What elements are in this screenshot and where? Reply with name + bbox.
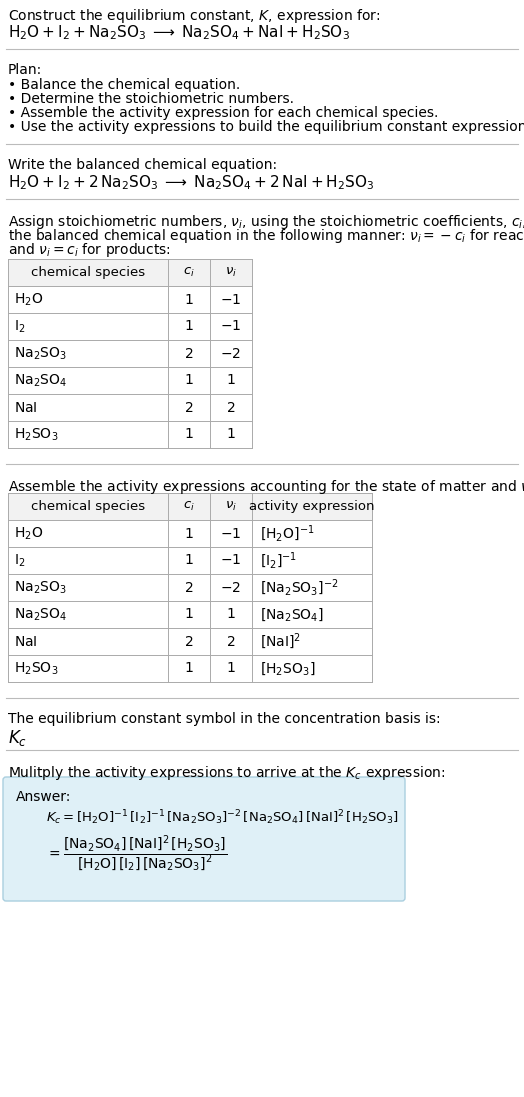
Text: $= \dfrac{[\mathrm{Na_2SO_4}]\,[\mathrm{NaI}]^2\,[\mathrm{H_2SO_3}]}{[\mathrm{H_: $= \dfrac{[\mathrm{Na_2SO_4}]\,[\mathrm{…	[46, 834, 227, 874]
Text: $[\mathrm{Na_2SO_3}]^{-2}$: $[\mathrm{Na_2SO_3}]^{-2}$	[260, 577, 339, 598]
Text: • Balance the chemical equation.: • Balance the chemical equation.	[8, 78, 240, 92]
Text: $2$: $2$	[226, 634, 236, 648]
Text: Assign stoichiometric numbers, $\nu_i$, using the stoichiometric coefficients, $: Assign stoichiometric numbers, $\nu_i$, …	[8, 213, 524, 231]
Text: $c_i$: $c_i$	[183, 500, 195, 513]
Text: $\mathrm{Na_2SO_4}$: $\mathrm{Na_2SO_4}$	[14, 607, 67, 623]
Text: $\mathrm{H_2O}$: $\mathrm{H_2O}$	[14, 292, 43, 307]
Text: $\nu_i$: $\nu_i$	[225, 265, 237, 279]
Text: chemical species: chemical species	[31, 500, 145, 513]
Text: • Assemble the activity expression for each chemical species.: • Assemble the activity expression for e…	[8, 106, 439, 120]
Text: $c_i$: $c_i$	[183, 265, 195, 279]
Text: 1: 1	[184, 319, 193, 333]
Text: $1$: $1$	[226, 608, 236, 622]
Text: 1: 1	[184, 293, 193, 306]
Text: activity expression: activity expression	[249, 500, 375, 513]
Text: $\mathrm{I_2}$: $\mathrm{I_2}$	[14, 552, 26, 568]
Text: $\mathrm{H_2O + I_2 + 2\,Na_2SO_3 \;\longrightarrow\; Na_2SO_4 + 2\,NaI + H_2SO_: $\mathrm{H_2O + I_2 + 2\,Na_2SO_3 \;\lon…	[8, 173, 374, 192]
Bar	[8, 493, 372, 520]
Text: $K_c$: $K_c$	[8, 728, 27, 748]
Text: $\mathrm{NaI}$: $\mathrm{NaI}$	[14, 400, 38, 415]
Text: $[\mathrm{H_2SO_3}]$: $[\mathrm{H_2SO_3}]$	[260, 660, 315, 677]
Text: $\mathrm{Na_2SO_3}$: $\mathrm{Na_2SO_3}$	[14, 346, 67, 362]
Text: 1: 1	[184, 428, 193, 441]
Text: 2: 2	[184, 634, 193, 648]
Text: $\mathrm{H_2O}$: $\mathrm{H_2O}$	[14, 525, 43, 542]
Text: Assemble the activity expressions accounting for the state of matter and $\nu_i$: Assemble the activity expressions accoun…	[8, 478, 524, 496]
Text: 1: 1	[184, 527, 193, 541]
Text: chemical species: chemical species	[31, 265, 145, 279]
Text: $\mathrm{NaI}$: $\mathrm{NaI}$	[14, 634, 38, 648]
Text: 1: 1	[184, 373, 193, 387]
Text: $\nu_i$: $\nu_i$	[225, 500, 237, 513]
Text: 1: 1	[184, 661, 193, 676]
Text: $2$: $2$	[226, 400, 236, 415]
Text: Write the balanced chemical equation:: Write the balanced chemical equation:	[8, 158, 277, 172]
Text: Plan:: Plan:	[8, 63, 42, 77]
Bar	[8, 259, 252, 286]
Text: $-2$: $-2$	[221, 580, 242, 595]
Text: $K_c = [\mathrm{H_2O}]^{-1}\,[\mathrm{I_2}]^{-1}\,[\mathrm{Na_2SO_3}]^{-2}\,[\ma: $K_c = [\mathrm{H_2O}]^{-1}\,[\mathrm{I_…	[46, 808, 399, 827]
Text: $[\mathrm{H_2O}]^{-1}$: $[\mathrm{H_2O}]^{-1}$	[260, 523, 314, 544]
Text: $\mathrm{H_2SO_3}$: $\mathrm{H_2SO_3}$	[14, 660, 58, 677]
Text: 2: 2	[184, 400, 193, 415]
Text: Construct the equilibrium constant, $K$, expression for:: Construct the equilibrium constant, $K$,…	[8, 7, 380, 25]
FancyBboxPatch shape	[3, 777, 405, 901]
Text: • Use the activity expressions to build the equilibrium constant expression.: • Use the activity expressions to build …	[8, 120, 524, 134]
Text: The equilibrium constant symbol in the concentration basis is:: The equilibrium constant symbol in the c…	[8, 712, 441, 726]
Text: $[\mathrm{Na_2SO_4}]$: $[\mathrm{Na_2SO_4}]$	[260, 607, 324, 623]
Text: 2: 2	[184, 347, 193, 361]
Text: 2: 2	[184, 580, 193, 595]
Text: the balanced chemical equation in the following manner: $\nu_i = -c_i$ for react: the balanced chemical equation in the fo…	[8, 227, 524, 245]
Text: $\mathrm{Na_2SO_3}$: $\mathrm{Na_2SO_3}$	[14, 579, 67, 596]
Text: $\mathrm{I_2}$: $\mathrm{I_2}$	[14, 318, 26, 335]
Text: $[\mathrm{I_2}]^{-1}$: $[\mathrm{I_2}]^{-1}$	[260, 551, 297, 570]
Text: $-1$: $-1$	[221, 554, 242, 567]
Text: Answer:: Answer:	[16, 790, 71, 804]
Text: $\mathrm{H_2SO_3}$: $\mathrm{H_2SO_3}$	[14, 427, 58, 443]
Text: $-1$: $-1$	[221, 319, 242, 333]
Text: 1: 1	[184, 608, 193, 622]
Text: and $\nu_i = c_i$ for products:: and $\nu_i = c_i$ for products:	[8, 241, 171, 259]
Text: $1$: $1$	[226, 428, 236, 441]
Text: $\mathrm{H_2O + I_2 + Na_2SO_3 \;\longrightarrow\; Na_2SO_4 + NaI + H_2SO_3}$: $\mathrm{H_2O + I_2 + Na_2SO_3 \;\longri…	[8, 23, 350, 42]
Text: $[\mathrm{NaI}]^2$: $[\mathrm{NaI}]^2$	[260, 632, 301, 652]
Text: $1$: $1$	[226, 373, 236, 387]
Text: $-1$: $-1$	[221, 527, 242, 541]
Text: • Determine the stoichiometric numbers.: • Determine the stoichiometric numbers.	[8, 92, 294, 106]
Text: $-1$: $-1$	[221, 293, 242, 306]
Text: Mulitply the activity expressions to arrive at the $K_c$ expression:: Mulitply the activity expressions to arr…	[8, 764, 445, 782]
Text: 1: 1	[184, 554, 193, 567]
Text: $-2$: $-2$	[221, 347, 242, 361]
Text: $\mathrm{Na_2SO_4}$: $\mathrm{Na_2SO_4}$	[14, 372, 67, 388]
Text: $1$: $1$	[226, 661, 236, 676]
